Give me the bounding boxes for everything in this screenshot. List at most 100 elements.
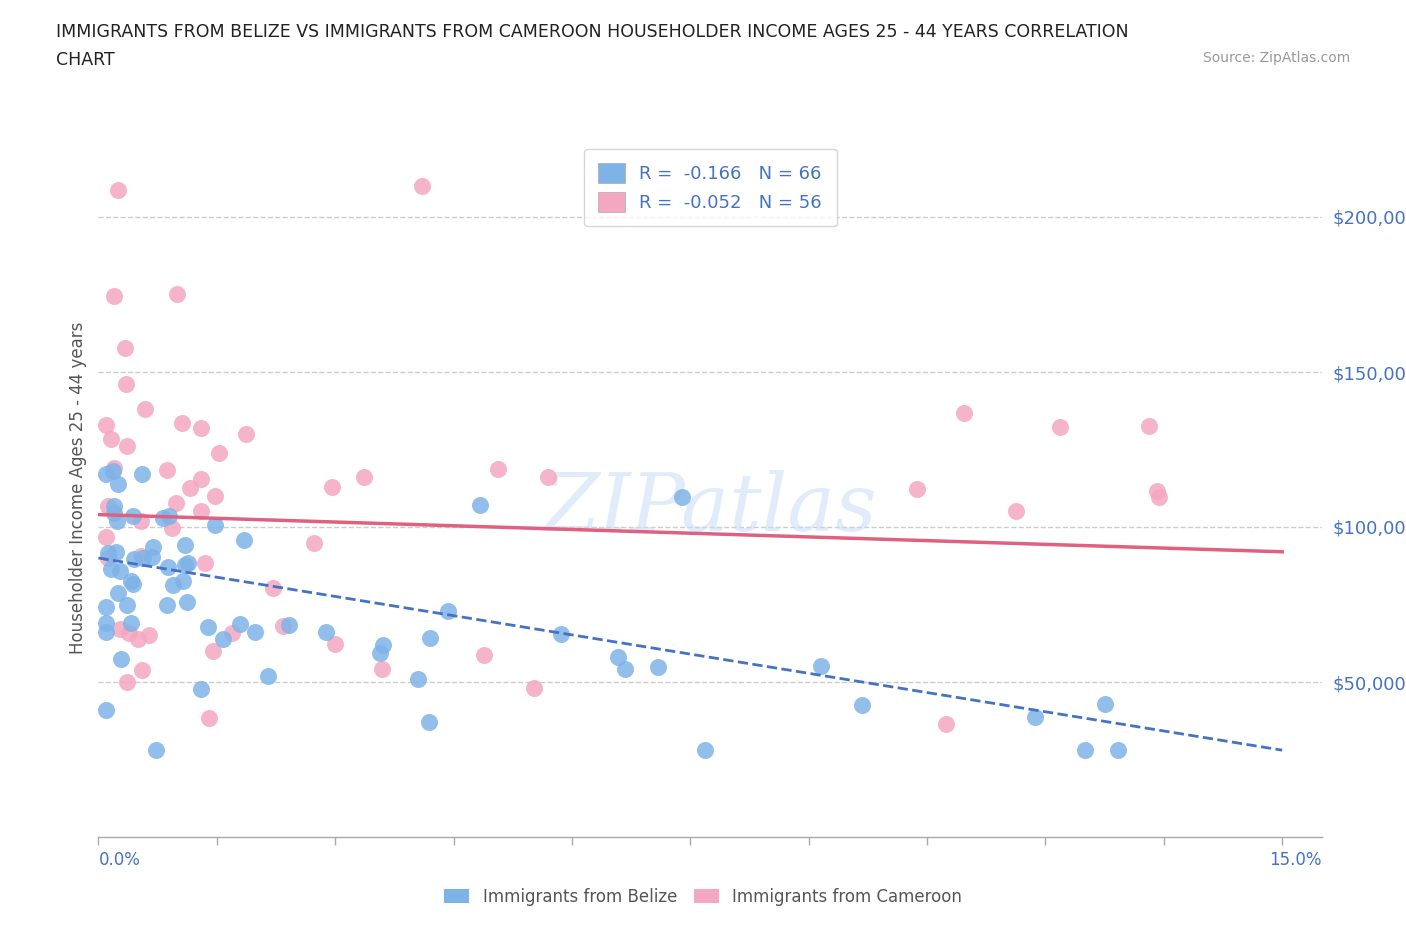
Point	[1107, 743, 1129, 758]
Point	[179, 480, 201, 495]
Point	[115, 597, 138, 612]
Text: CHART: CHART	[56, 51, 115, 69]
Point	[166, 286, 188, 301]
Point	[523, 681, 546, 696]
Point	[114, 340, 136, 355]
Point	[145, 743, 167, 758]
Point	[107, 476, 129, 491]
Point	[120, 615, 142, 630]
Point	[131, 663, 153, 678]
Point	[368, 645, 391, 660]
Point	[1094, 697, 1116, 711]
Point	[121, 577, 143, 591]
Point	[323, 637, 346, 652]
Point	[108, 564, 131, 578]
Point	[177, 555, 200, 570]
Point	[204, 489, 226, 504]
Point	[96, 600, 118, 615]
Point	[105, 544, 128, 559]
Point	[172, 573, 194, 588]
Point	[256, 668, 278, 683]
Point	[107, 183, 129, 198]
Point	[97, 551, 120, 565]
Point	[190, 504, 212, 519]
Point	[103, 460, 125, 475]
Point	[120, 574, 142, 589]
Point	[321, 479, 343, 494]
Point	[101, 463, 124, 478]
Point	[315, 624, 337, 639]
Point	[470, 498, 492, 512]
Point	[229, 617, 252, 631]
Point	[100, 562, 122, 577]
Point	[262, 580, 284, 595]
Point	[122, 551, 145, 566]
Point	[212, 631, 235, 646]
Point	[107, 513, 129, 528]
Point	[851, 698, 873, 712]
Point	[221, 626, 243, 641]
Point	[197, 619, 219, 634]
Point	[110, 651, 132, 666]
Point	[370, 661, 392, 676]
Point	[100, 432, 122, 446]
Point	[138, 628, 160, 643]
Point	[115, 675, 138, 690]
Point	[606, 649, 628, 664]
Point	[156, 463, 179, 478]
Point	[550, 627, 572, 642]
Point	[411, 179, 433, 193]
Point	[418, 714, 440, 729]
Point	[201, 644, 224, 658]
Point	[204, 518, 226, 533]
Point	[157, 509, 180, 524]
Point	[118, 626, 141, 641]
Point	[486, 461, 509, 476]
Point	[1146, 484, 1168, 498]
Point	[472, 648, 495, 663]
Point	[129, 549, 152, 564]
Point	[406, 671, 429, 686]
Point	[162, 578, 184, 592]
Point	[115, 439, 138, 454]
Point	[353, 470, 375, 485]
Point	[537, 470, 560, 485]
Y-axis label: Householder Income Ages 25 - 44 years: Householder Income Ages 25 - 44 years	[69, 322, 87, 655]
Point	[647, 659, 669, 674]
Point	[131, 466, 153, 481]
Point	[194, 556, 217, 571]
Point	[141, 550, 163, 565]
Text: Source: ZipAtlas.com: Source: ZipAtlas.com	[1202, 51, 1350, 65]
Point	[419, 631, 441, 645]
Point	[1137, 418, 1160, 433]
Point	[277, 618, 299, 632]
Point	[96, 615, 118, 630]
Point	[190, 421, 212, 436]
Legend: Immigrants from Belize, Immigrants from Cameroon: Immigrants from Belize, Immigrants from …	[437, 881, 969, 912]
Point	[190, 472, 212, 486]
Point	[160, 520, 183, 535]
Point	[935, 717, 957, 732]
Point	[96, 529, 118, 544]
Point	[1024, 710, 1046, 724]
Point	[613, 662, 636, 677]
Point	[233, 533, 256, 548]
Text: 15.0%: 15.0%	[1270, 851, 1322, 869]
Point	[170, 416, 193, 431]
Point	[127, 631, 149, 646]
Point	[132, 551, 155, 565]
Point	[1049, 419, 1071, 434]
Point	[96, 703, 118, 718]
Point	[174, 557, 197, 572]
Point	[695, 743, 717, 758]
Point	[121, 509, 143, 524]
Point	[129, 513, 152, 528]
Point	[373, 637, 395, 652]
Point	[156, 597, 179, 612]
Point	[905, 482, 928, 497]
Point	[198, 711, 221, 725]
Point	[165, 496, 187, 511]
Point	[235, 427, 257, 442]
Point	[1147, 489, 1170, 504]
Point	[97, 498, 120, 513]
